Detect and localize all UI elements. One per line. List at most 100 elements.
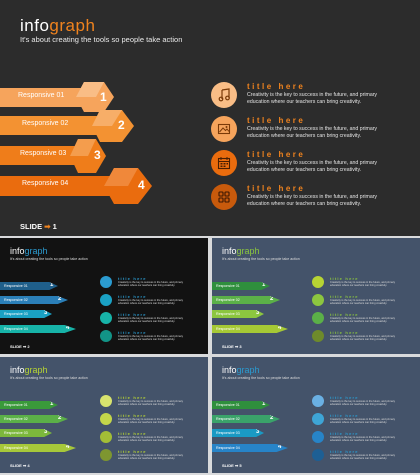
arrow-shape	[0, 168, 152, 204]
info-item-4: title here Creativity is the key to succe…	[100, 449, 200, 463]
responsive-arrow-1: Responsive 01 1	[0, 401, 58, 409]
music-note-icon	[312, 395, 324, 407]
arrow-number: 3	[94, 148, 101, 162]
arrow-shape	[0, 110, 134, 142]
arrow-number: 2	[118, 118, 125, 132]
responsive-arrow-4: Responsive 04 4	[212, 325, 288, 333]
info-item-3: title here Creativity is the key to succe…	[100, 431, 200, 445]
info-item-2: title here Creativity is the key to succe…	[100, 413, 200, 427]
arrow-number: 1	[100, 90, 107, 104]
slide-number-label: SLIDE ➡ 3	[222, 344, 242, 349]
slide-number-label: SLIDE ➡ 2	[10, 344, 30, 349]
info-item-4: title here Creativity is the key to succe…	[312, 449, 412, 463]
calendar-icon	[100, 431, 112, 443]
responsive-arrow-3: Responsive 03 3	[0, 139, 110, 173]
image-icon	[100, 294, 112, 306]
responsive-arrow-3: Responsive 03 3	[212, 310, 264, 318]
info-item-3: title here Creativity is the key to succe…	[312, 431, 412, 445]
item-text: Creativity is the key to success in the …	[247, 126, 378, 139]
slide-number-label: SLIDE ➡ 1	[20, 222, 57, 231]
calendar-icon	[100, 312, 112, 324]
info-item-1: title here Creativity is the key to succe…	[100, 395, 200, 409]
image-icon	[211, 116, 237, 142]
responsive-arrow-2: Responsive 02 2	[0, 110, 140, 142]
grid-icon	[100, 449, 112, 461]
arrow-shape	[0, 82, 114, 112]
responsive-arrow-2: Responsive 02 2	[0, 415, 68, 423]
item-heading: title here	[247, 82, 306, 91]
info-item-1: title here Creativity is the key to succe…	[100, 276, 200, 290]
music-note-icon	[211, 82, 237, 108]
info-item-2: title here Creativity is the key to succe…	[312, 294, 412, 308]
responsive-arrow-2: Responsive 02 2	[212, 296, 280, 304]
music-note-icon	[100, 395, 112, 407]
info-item-1: title here Creativity is the key to succ…	[211, 82, 411, 112]
item-text: Creativity is the key to success in the …	[247, 160, 378, 173]
responsive-arrow-1: Responsive 01 1	[0, 82, 118, 112]
arrow-right-icon: ➡	[44, 222, 51, 231]
info-item-3: title here Creativity is the key to succ…	[211, 150, 411, 180]
slide-number-label: SLIDE ➡ 4	[10, 463, 30, 468]
info-item-1: title here Creativity is the key to succe…	[312, 395, 412, 409]
arrow-label: Responsive 04	[22, 180, 69, 187]
responsive-arrow-4: Responsive 04 4	[0, 444, 76, 452]
image-icon	[312, 294, 324, 306]
arrow-label: Responsive 02	[22, 120, 69, 127]
responsive-arrow-1: Responsive 01 1	[212, 401, 270, 409]
item-heading: title here	[247, 150, 306, 159]
arrow-label: Responsive 01	[18, 92, 65, 99]
slide-thumbnail-2[interactable]: infograph It's about creating the tools …	[0, 238, 208, 354]
slide-thumbnail-5[interactable]: infograph It's about creating the tools …	[212, 357, 420, 473]
item-text: Creativity is the key to success in the …	[247, 194, 378, 207]
grid-icon	[211, 184, 237, 210]
slide-subtitle: It's about creating the tools so people …	[222, 376, 300, 380]
info-item-4: title here Creativity is the key to succ…	[211, 184, 411, 214]
image-icon	[100, 413, 112, 425]
slide-title: infograph	[222, 365, 260, 375]
slide-subtitle: It's about creating the tools so people …	[20, 35, 183, 44]
arrow-label: Responsive 03	[20, 150, 67, 157]
slide-thumbnail-3[interactable]: infograph It's about creating the tools …	[212, 238, 420, 354]
calendar-icon	[312, 312, 324, 324]
calendar-icon	[312, 431, 324, 443]
grid-icon	[312, 330, 324, 342]
slide-title: infograph	[10, 246, 48, 256]
slide-subtitle: It's about creating the tools so people …	[10, 376, 88, 380]
slide-title: infograph	[222, 246, 260, 256]
slide-subtitle: It's about creating the tools so people …	[10, 257, 88, 261]
responsive-arrow-4: Responsive 04 4	[0, 168, 160, 204]
responsive-arrow-4: Responsive 04 4	[212, 444, 288, 452]
slide-title: infograph	[20, 16, 96, 35]
info-item-4: title here Creativity is the key to succe…	[100, 330, 200, 344]
responsive-arrow-1: Responsive 01 1	[212, 282, 270, 290]
item-heading: title here	[247, 184, 306, 193]
music-note-icon	[100, 276, 112, 288]
responsive-arrow-2: Responsive 02 2	[0, 296, 68, 304]
item-text: Creativity is the key to success in the …	[247, 92, 378, 105]
info-item-4: title here Creativity is the key to succe…	[312, 330, 412, 344]
music-note-icon	[312, 276, 324, 288]
info-item-3: title here Creativity is the key to succe…	[312, 312, 412, 326]
info-item-2: title here Creativity is the key to succ…	[211, 116, 411, 146]
arrow-number: 4	[138, 178, 145, 192]
responsive-arrow-3: Responsive 03 3	[212, 429, 264, 437]
arrow-shape	[0, 139, 106, 173]
responsive-arrow-3: Responsive 03 3	[0, 310, 52, 318]
item-heading: title here	[247, 116, 306, 125]
responsive-arrow-2: Responsive 02 2	[212, 415, 280, 423]
grid-icon	[312, 449, 324, 461]
image-icon	[312, 413, 324, 425]
calendar-icon	[211, 150, 237, 176]
info-item-1: title here Creativity is the key to succe…	[312, 276, 412, 290]
slide-number-label: SLIDE ➡ 5	[222, 463, 242, 468]
slide-subtitle: It's about creating the tools so people …	[222, 257, 300, 261]
responsive-arrow-1: Responsive 01 1	[0, 282, 58, 290]
responsive-arrow-3: Responsive 03 3	[0, 429, 52, 437]
responsive-arrow-4: Responsive 04 4	[0, 325, 76, 333]
slide-thumbnail-4[interactable]: infograph It's about creating the tools …	[0, 357, 208, 473]
info-item-3: title here Creativity is the key to succe…	[100, 312, 200, 326]
grid-icon	[100, 330, 112, 342]
main-slide[interactable]: infograph It's about creating the tools …	[0, 0, 420, 236]
info-item-2: title here Creativity is the key to succe…	[100, 294, 200, 308]
